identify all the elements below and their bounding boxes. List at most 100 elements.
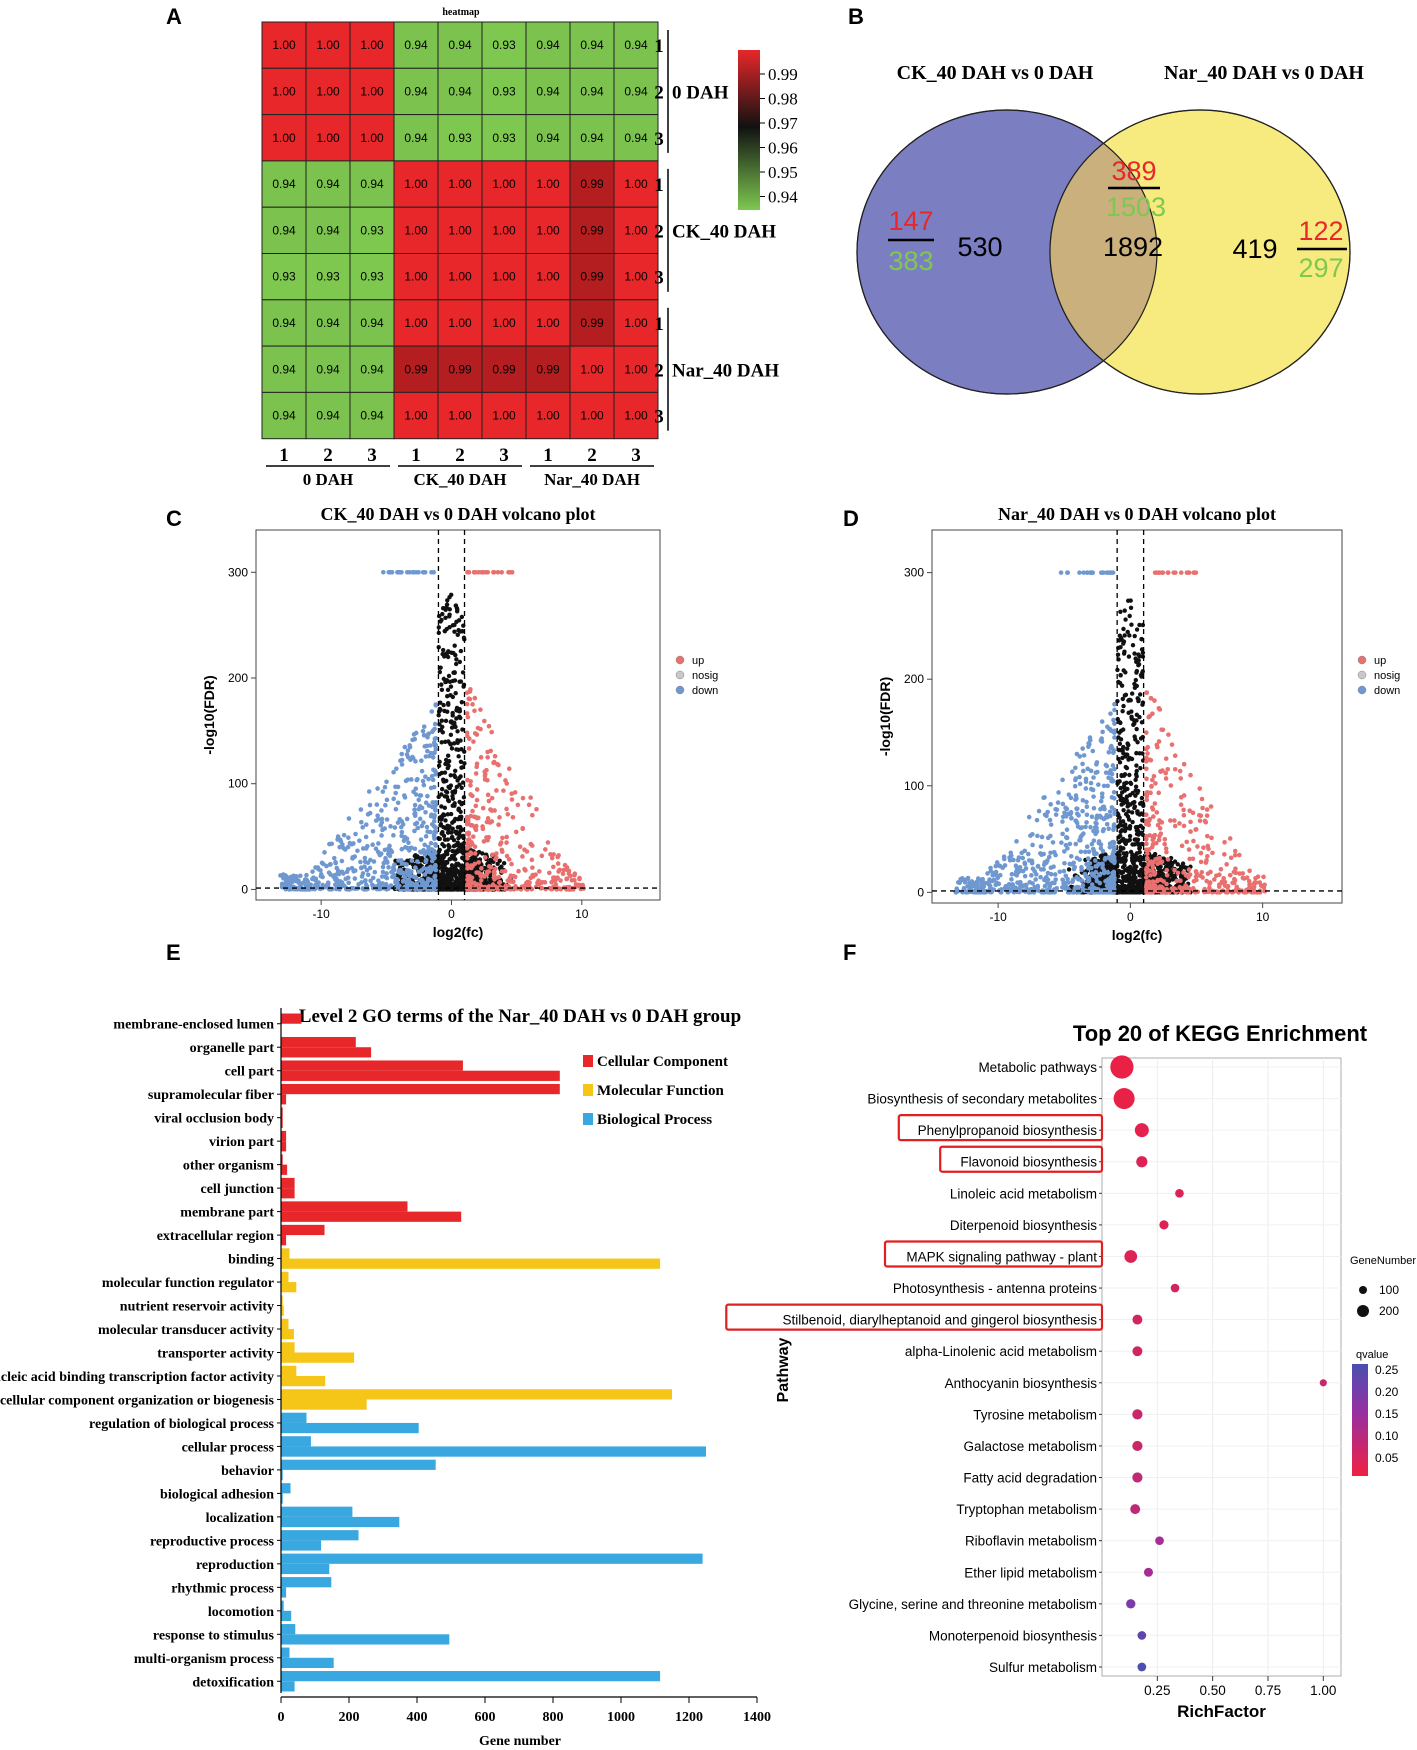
volcano-point-up <box>1224 862 1229 867</box>
volcano-point <box>454 747 459 752</box>
panel-letter-c: C <box>166 506 182 531</box>
volcano-point-down <box>1100 828 1106 834</box>
volcano-point-up <box>572 872 577 878</box>
heatmap-cell <box>349 345 395 393</box>
volcano-point-up <box>472 880 477 886</box>
volcano-point-up <box>500 835 505 841</box>
volcano-point-down <box>431 740 437 746</box>
volcano-point-up <box>476 860 482 865</box>
volcano-point-down <box>313 876 319 882</box>
volcano-point-up <box>1244 875 1250 880</box>
volcano-point-up <box>527 880 532 885</box>
volcano-point-down <box>380 864 386 870</box>
volcano-point <box>1134 627 1140 632</box>
volcano-point-down <box>1074 796 1079 801</box>
volcano-point-down <box>370 842 375 848</box>
volcano-point <box>448 742 453 747</box>
volcano-point-down <box>1089 814 1095 820</box>
volcano-point <box>1118 833 1123 838</box>
volcano-point-down <box>363 878 368 883</box>
volcano-point-up <box>492 753 498 759</box>
volcano-x-label: log2(fc) <box>433 924 484 940</box>
volcano-point-down <box>1001 856 1007 862</box>
volcano-point-up <box>509 791 514 797</box>
volcano-point-down <box>423 800 429 806</box>
volcano-point <box>1123 692 1129 698</box>
heatmap-value: 1.00 <box>624 362 648 376</box>
volcano-point-down <box>1026 858 1032 863</box>
volcano-point <box>443 789 449 794</box>
volcano-point <box>441 779 446 784</box>
volcano-point <box>1182 865 1188 870</box>
volcano-point <box>1120 708 1125 714</box>
volcano-point-up <box>1144 841 1149 847</box>
volcano-point-down <box>990 872 995 878</box>
volcano-point <box>497 858 502 864</box>
volcano-point-up <box>1247 868 1252 874</box>
heatmap-cell <box>261 299 307 347</box>
volcano-point-down <box>399 861 405 866</box>
volcano-point-down <box>388 885 393 890</box>
volcano-point-down <box>1110 839 1116 845</box>
volcano-point-down <box>397 816 403 822</box>
volcano-point <box>454 705 460 711</box>
volcano-point <box>459 863 465 868</box>
heatmap-value: 1.00 <box>360 131 384 145</box>
volcano-point <box>1125 866 1131 871</box>
volcano-point-down <box>280 873 286 878</box>
volcano-point-down <box>1074 855 1080 861</box>
volcano-point-down <box>382 847 388 853</box>
heatmap-value: 0.94 <box>536 131 560 145</box>
volcano-point <box>459 814 464 820</box>
volcano-point-down <box>1062 849 1067 854</box>
volcano-point <box>1120 696 1126 702</box>
volcano-point-up <box>513 829 519 835</box>
volcano-point-up <box>539 853 545 859</box>
volcano-point-up <box>464 852 470 858</box>
volcano-point-down <box>1070 879 1075 885</box>
heatmap-cell <box>613 253 659 301</box>
heatmap-value: 0.99 <box>492 362 516 376</box>
volcano-point-down <box>357 838 362 843</box>
volcano-point <box>1128 781 1134 786</box>
volcano-point-down <box>1068 795 1074 801</box>
heatmap-value: 1.00 <box>316 38 340 52</box>
volcano-point-up <box>504 806 509 812</box>
heatmap-value: 1.00 <box>360 38 384 52</box>
volcano-point-down <box>433 882 439 888</box>
volcano-point-up <box>497 815 502 820</box>
volcano-point <box>1117 730 1122 735</box>
volcano-point-up <box>1204 807 1210 812</box>
heatmap-value: 0.94 <box>360 316 384 330</box>
heatmap-cell <box>437 253 483 301</box>
volcano-point <box>461 795 467 800</box>
volcano-point <box>1120 874 1126 880</box>
volcano-point <box>1140 669 1145 674</box>
volcano-point <box>1118 737 1124 742</box>
volcano-point-up <box>485 837 490 843</box>
heatmap-value: 0.94 <box>580 131 604 145</box>
heatmap-value: 0.94 <box>448 84 472 98</box>
volcano-point-down <box>411 732 417 737</box>
volcano-legend-marker <box>675 655 685 665</box>
volcano-y-tick-label: 100 <box>228 777 248 791</box>
volcano-point-down <box>419 867 425 873</box>
venn-left-title: CK_40 DAH vs 0 DAH <box>897 62 1094 84</box>
heatmap-value: 1.00 <box>448 223 472 237</box>
volcano-point-up <box>485 777 490 783</box>
volcano-point-up <box>520 795 526 801</box>
volcano-point-down <box>1093 770 1099 775</box>
volcano-point-up <box>496 822 501 828</box>
volcano-point <box>1115 652 1121 657</box>
volcano-point <box>1107 866 1113 871</box>
volcano-point-down <box>402 795 408 800</box>
heatmap-cell <box>437 391 483 440</box>
volcano-point <box>1118 785 1123 791</box>
volcano-point-down <box>393 790 399 796</box>
volcano-point-down <box>1112 735 1117 740</box>
volcano-point-down <box>382 784 388 790</box>
volcano-point <box>449 725 455 730</box>
volcano-point-up <box>490 882 496 887</box>
volcano-point <box>445 687 451 693</box>
volcano-point-down <box>1101 868 1107 873</box>
